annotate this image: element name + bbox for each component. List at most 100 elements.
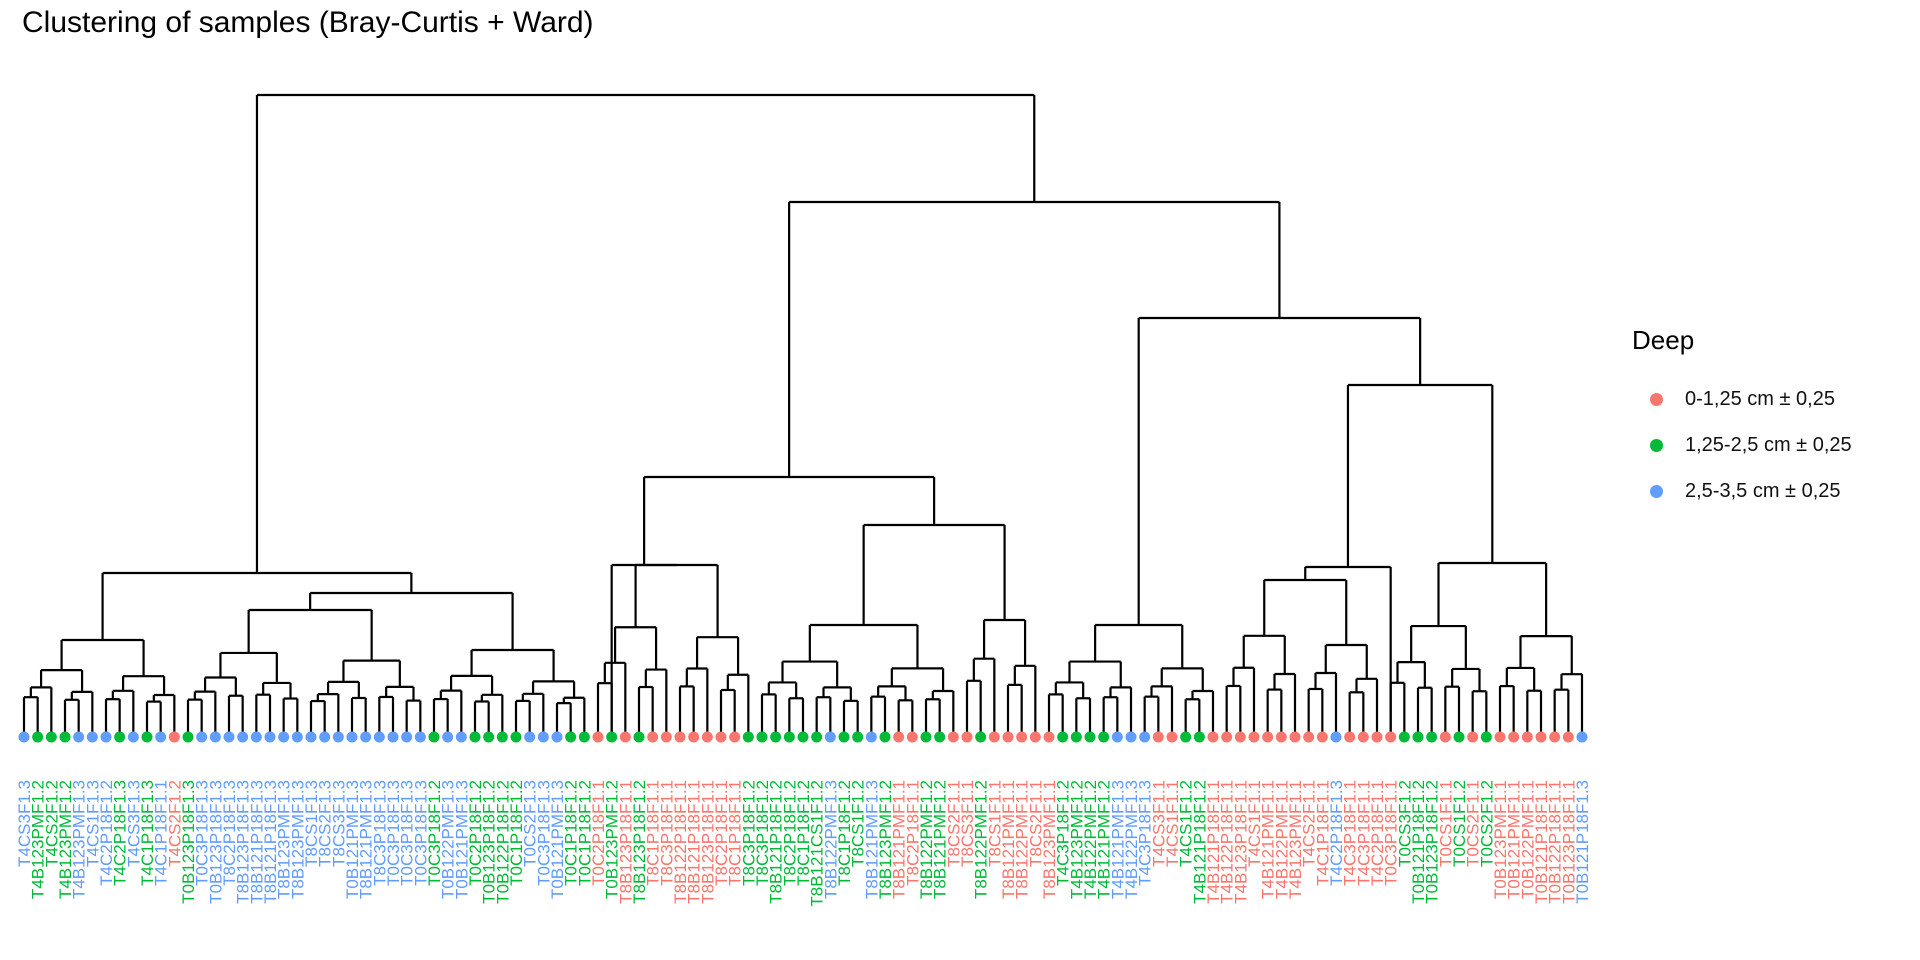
leaf-label: T4CS3F1.3: [124, 780, 143, 867]
leaf-point: [1480, 731, 1492, 743]
leaf-point: [114, 731, 126, 743]
leaf-label: T8B123P18F1.1: [616, 780, 635, 904]
leaf-point: [606, 731, 618, 743]
leaf-label: T8B121PMF1.2: [931, 780, 950, 899]
leaf-point: [1439, 731, 1451, 743]
leaf-label: T0C3P18F1.3: [411, 780, 430, 886]
leaf-label: T8B121CS1F1.2: [808, 780, 827, 907]
leaf-label: T0B121PMF1.3: [452, 780, 471, 899]
leaf-label: T4C1P18F1.3: [138, 780, 157, 886]
leaf-point: [1521, 731, 1533, 743]
leaf-point: [1453, 731, 1465, 743]
leaf-point: [1535, 731, 1547, 743]
leaf-point: [1084, 731, 1096, 743]
leaf-point: [1029, 731, 1041, 743]
leaf-label: T4C1P18F1.1: [152, 780, 171, 886]
leaf-label: T4C3P18F1.2: [1054, 780, 1073, 886]
leaf-point: [469, 731, 481, 743]
leaf-label: T8CS1F1.2: [849, 780, 868, 867]
leaf-point: [1289, 731, 1301, 743]
leaf-point: [455, 731, 467, 743]
leaf-label: T8B121PMF1.1: [890, 780, 909, 899]
leaf-label: T0B121P18F1.1: [1532, 780, 1551, 904]
leaf-label: T4C2P18F1.2: [97, 780, 116, 886]
leaf-label: T8C1P18F1.2: [835, 780, 854, 886]
leaf-point: [838, 731, 850, 743]
leaf-point: [1316, 731, 1328, 743]
leaf-point: [715, 731, 727, 743]
leaf-point: [141, 731, 153, 743]
leaf-point: [906, 731, 918, 743]
legend-dot-0: [1650, 392, 1663, 406]
leaf-point: [1412, 731, 1424, 743]
leaf-point: [729, 731, 741, 743]
leaf-label: T4C2P18F1.3: [1327, 780, 1346, 886]
leaf-point: [879, 731, 891, 743]
leaf-label: T4B121PMF1.2: [1095, 780, 1114, 899]
leaf-label: T4B121PMF1.1: [1259, 780, 1278, 899]
leaf-label: T0B121P18F1.2: [1409, 780, 1428, 904]
leaf-label: T4CS1F1.2: [1177, 780, 1196, 867]
leaf-point: [537, 731, 549, 743]
leaf-label: T4B123P18F1.1: [1231, 780, 1250, 904]
leaf-label: T0B123PMF1.2: [603, 780, 622, 899]
leaf-label: T8CS2F1.1: [944, 780, 963, 867]
leaf-point: [305, 731, 317, 743]
leaf-point: [510, 731, 522, 743]
legend-item-2: 2,5-3,5 cm ± 0,25: [1632, 468, 1852, 514]
leaf-label: T8C1P18F1.1: [726, 780, 745, 886]
leaf-point: [182, 731, 194, 743]
leaf-points: [18, 731, 1588, 743]
leaf-point: [797, 731, 809, 743]
leaf-label: T4B122P18F1.1: [1218, 780, 1237, 904]
legend-label-1: 1,25-2,5 cm ± 0,25: [1685, 433, 1852, 456]
leaf-label: T0B123P18F1.2: [480, 780, 499, 904]
leaf-label: T0C3P18F1.3: [534, 780, 553, 886]
leaf-point: [1180, 731, 1192, 743]
leaf-point: [45, 731, 57, 743]
leaf-label: T4C2P18F1.1: [1368, 780, 1387, 886]
leaf-label: T8B123PMF1.3: [288, 780, 307, 899]
legend-label-2: 2,5-3,5 cm ± 0,25: [1685, 479, 1841, 502]
leaf-point: [237, 731, 249, 743]
leaf-point: [1057, 731, 1069, 743]
leaf-point: [496, 731, 508, 743]
leaf-label: T0CS2F1.3: [521, 780, 540, 867]
legend-title: Deep: [1632, 325, 1695, 355]
legend-dot-2: [1650, 484, 1663, 498]
leaf-label: T0B121P18F1.3: [1573, 780, 1592, 904]
leaf-label: T8B123PMF1.2: [876, 780, 895, 899]
leaf-point: [1275, 731, 1287, 743]
leaf-label: T0C3P18F1.3: [398, 780, 417, 886]
leaf-label: T0C1P18F1.2: [562, 780, 581, 886]
leaf-point: [701, 731, 713, 743]
leaf-point: [1234, 731, 1246, 743]
chart-title: Clustering of samples (Bray-Curtis + War…: [22, 6, 594, 39]
leaf-label: T0B121PMF1.1: [1505, 780, 1524, 899]
leaf-point: [1330, 731, 1342, 743]
leaf-point: [1002, 731, 1014, 743]
leaf-label: T4B122PMF1.3: [1122, 780, 1141, 899]
leaf-point: [947, 731, 959, 743]
leaf-point: [1303, 731, 1315, 743]
leaf-point: [168, 731, 180, 743]
leaf-label: T8C2P18F1.1: [903, 780, 922, 886]
leaf-point: [1562, 731, 1574, 743]
leaf-point: [1248, 731, 1260, 743]
leaf-point: [1152, 731, 1164, 743]
leaf-label: T4CS1F1.3: [83, 780, 102, 867]
leaf-point: [551, 731, 563, 743]
leaf-point: [1508, 731, 1520, 743]
leaf-point: [1385, 731, 1397, 743]
leaf-point: [414, 731, 426, 743]
leaf-point: [893, 731, 905, 743]
leaf-point: [578, 731, 590, 743]
leaf-label: T8B121P18F1.3: [247, 780, 266, 904]
leaf-label: T4B123PMF1.1: [1286, 780, 1305, 899]
leaf-point: [1426, 731, 1438, 743]
leaf-label: T0B121PMF1.3: [343, 780, 362, 899]
leaf-label: T8C1P18F1.2: [794, 780, 813, 886]
leaf-point: [209, 731, 221, 743]
leaf-label: T0B123P18F1.3: [206, 780, 225, 904]
leaf-label: T8C2P18F1.2: [780, 780, 799, 886]
